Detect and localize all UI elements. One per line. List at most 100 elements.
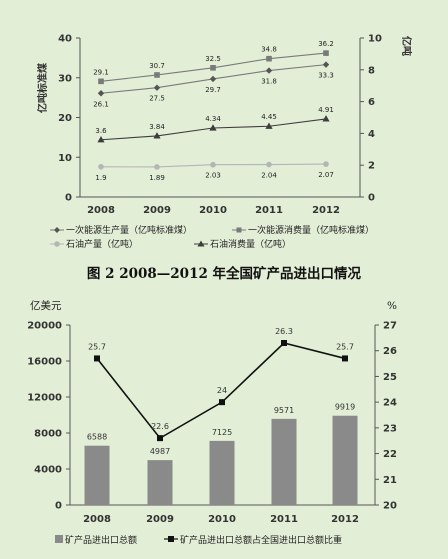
c1-right-tick-label: 4: [368, 129, 375, 140]
c1-data-point: [154, 164, 160, 170]
c2-share-label: 26.3: [275, 327, 293, 336]
c1-data-label: 2.03: [205, 172, 221, 180]
c2-left-tick-label: 8000: [34, 429, 62, 440]
c1-data-point: [266, 55, 272, 62]
c1-data-label: 2.07: [318, 171, 334, 179]
c2-x-tick-label: 2008: [83, 514, 111, 525]
c1-data-label: 1.89: [149, 174, 165, 182]
c2-share-point: [219, 399, 225, 406]
c1-left-tick-label: 40: [58, 34, 72, 45]
c2-right-tick-label: 21: [383, 475, 397, 486]
c1-left-axis-label: 亿吨标准煤: [36, 63, 49, 113]
c1-data-label: 34.8: [261, 46, 277, 54]
c1-data-label: 33.3: [318, 72, 334, 80]
c2-share-point: [281, 340, 287, 346]
c2-left-tick-label: 4000: [34, 465, 62, 476]
c1-legend: 一次能源生产量（亿吨标准煤） 一次能源消费量（亿吨标准煤） 石油产量（亿吨） 石…: [50, 224, 374, 250]
legend-label: 矿产品进出口总额: [65, 534, 137, 546]
c2-right-tick-label: 22: [383, 449, 397, 460]
c2-bar-label: 7125: [212, 428, 232, 437]
c1-x-tick-label: 2009: [143, 205, 171, 216]
c1-data-point: [209, 124, 217, 131]
c1-data-point: [153, 84, 161, 91]
c2-share-point: [157, 435, 163, 442]
c1-x-tick-label: 2012: [312, 205, 340, 216]
c2-left-tick-label: 0: [55, 501, 62, 512]
c1-data-point: [97, 135, 105, 143]
c2-bar: [84, 445, 110, 505]
c2-x-tick-label: 2009: [146, 514, 174, 525]
c2-bar: [147, 460, 173, 505]
c2-left-tick-label: 16000: [27, 357, 62, 368]
c1-data-point: [322, 115, 330, 122]
c2-share-point: [94, 355, 100, 362]
c2-x-tick-label: 2011: [270, 514, 298, 525]
c1-data-label: 1.9: [95, 174, 106, 182]
c2-left-tick-label: 20000: [27, 321, 62, 332]
c1-data-label: 29.7: [205, 86, 221, 94]
c1-x-tick-label: 2011: [255, 205, 283, 216]
c1-data-label: 3.6: [95, 127, 107, 135]
c1-data-label: 26.1: [93, 100, 109, 108]
c2-bar-label: 4987: [150, 447, 170, 456]
c1-data-point: [210, 161, 216, 168]
c2-bar-label: 9919: [335, 403, 355, 412]
c1-data-label: 2.04: [261, 172, 277, 180]
c2-share-label: 25.7: [88, 342, 106, 351]
c2-legend: 矿产品进出口总额 矿产品进出口总额占全国进出口总额比重: [55, 534, 342, 546]
triangle-marker-icon: [197, 240, 205, 247]
c1-data-label: 30.7: [149, 62, 165, 70]
c1-left-tick-label: 20: [58, 113, 72, 124]
square-marker-icon: [236, 227, 242, 233]
bar-swatch-icon: [55, 535, 63, 543]
legend-item-oil-production: 石油产量（亿吨）: [50, 238, 138, 250]
legend-label: 石油消费量（亿吨）: [210, 238, 291, 250]
figure-2-title: 图 2 2008—2012 年全国矿产品进出口情况: [87, 265, 362, 282]
c1-data-label: 4.45: [261, 113, 277, 121]
legend-item-primary-production: 一次能源生产量（亿吨标准煤）: [50, 224, 192, 236]
c2-bar: [209, 440, 235, 505]
c1-data-point: [266, 161, 272, 168]
legend-label: 矿产品进出口总额占全国进出口总额比重: [180, 534, 342, 546]
c1-right-tick-label: 6: [368, 97, 375, 108]
c1-data-point: [265, 122, 273, 129]
c1-left-tick-label: 0: [65, 193, 72, 204]
c1-data-point: [210, 65, 216, 71]
c2-x-tick-label: 2012: [331, 514, 359, 525]
c1-data-point: [154, 72, 160, 78]
c1-right-tick-label: 2: [368, 161, 375, 172]
c1-data-label: 36.2: [318, 40, 334, 48]
legend-label: 石油产量（亿吨）: [66, 238, 138, 250]
c2-right-tick-label: 26: [383, 346, 397, 357]
c2-bar: [271, 418, 297, 505]
c2-bar-label: 9571: [274, 406, 294, 415]
c1-right-axis-label: 亿吨: [400, 36, 413, 56]
c1-data-point: [98, 78, 104, 85]
legend-label: 一次能源生产量（亿吨标准煤）: [66, 224, 192, 236]
c1-data-label: 4.91: [318, 106, 334, 114]
c1-data-label: 32.5: [205, 55, 221, 63]
c1-data-label: 3.84: [149, 123, 165, 131]
mineral-trade-chart: 亿美元 % 0 4000 8000 12000 16000 20000 20 21 22 23 24…: [27, 299, 397, 546]
legend-item-trade-total: 矿产品进出口总额: [55, 534, 137, 546]
c1-data-point: [322, 61, 330, 68]
c2-share-label: 24: [217, 386, 227, 395]
legend-item-trade-share: 矿产品进出口总额占全国进出口总额比重: [164, 534, 342, 546]
c2-right-tick-label: 27: [383, 321, 397, 332]
c1-data-label: 4.34: [205, 115, 221, 123]
c2-share-point: [342, 355, 348, 362]
c1-data-point: [323, 161, 329, 167]
diamond-marker-icon: [54, 227, 60, 233]
c1-data-label: 29.1: [93, 68, 109, 76]
legend-item-primary-consumption: 一次能源消费量（亿吨标准煤）: [232, 224, 374, 236]
c1-left-tick-label: 10: [58, 153, 72, 164]
c2-right-tick-label: 20: [383, 501, 397, 512]
c2-right-tick-label: 24: [383, 398, 397, 409]
c1-x-tick-label: 2008: [87, 205, 115, 216]
c1-data-label: 31.8: [261, 78, 277, 86]
c2-left-axis-label: 亿美元: [30, 299, 62, 312]
c2-share-label: 22.6: [151, 422, 169, 431]
c2-right-axis-label: %: [387, 300, 397, 312]
c2-left-tick-label: 12000: [27, 393, 62, 404]
